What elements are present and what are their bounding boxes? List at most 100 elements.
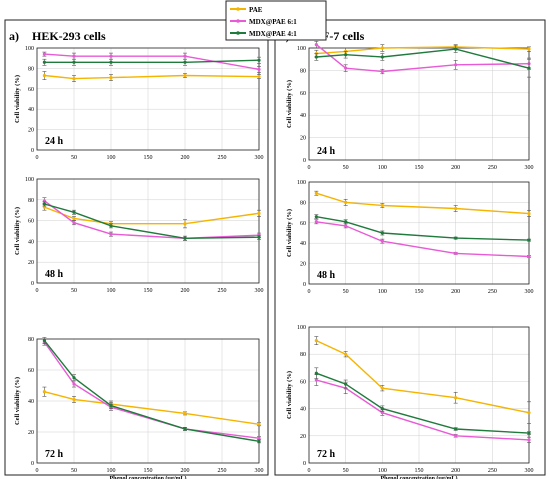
- x-tick-label: 100: [378, 165, 387, 171]
- y-tick-label: 0: [303, 282, 306, 288]
- x-tick-label: 0: [36, 468, 39, 474]
- legend-label-pae: PAE: [249, 6, 263, 14]
- data-point: [527, 238, 531, 242]
- x-axis-label: Phenol concentration (µg/mL): [109, 475, 186, 479]
- y-tick-label: 100: [297, 46, 306, 52]
- y-tick-label: 40: [28, 107, 34, 113]
- y-axis-label: Cell viability (%): [14, 377, 21, 425]
- data-point: [314, 55, 318, 59]
- data-point: [183, 411, 187, 415]
- y-tick-label: 40: [300, 241, 306, 247]
- data-point: [42, 390, 47, 394]
- timepoint-label: 24 h: [317, 146, 336, 157]
- y-tick-label: 80: [300, 68, 306, 74]
- x-tick-label: 250: [488, 468, 497, 474]
- data-point: [183, 54, 187, 58]
- data-point: [527, 66, 531, 70]
- data-point: [454, 396, 458, 400]
- data-point: [109, 54, 113, 58]
- data-point: [314, 43, 318, 47]
- y-tick-label: 20: [300, 136, 306, 142]
- data-point: [344, 220, 348, 224]
- x-tick-label: 200: [451, 468, 460, 474]
- x-tick-label: 50: [343, 289, 349, 295]
- data-point: [380, 231, 384, 235]
- series-line-3: [43, 340, 260, 442]
- y-tick-label: 20: [28, 128, 34, 134]
- series-line-1: [44, 206, 260, 225]
- y-axis-label: Cell viability (%): [286, 80, 293, 128]
- data-point: [380, 239, 384, 243]
- y-tick-label: 60: [300, 221, 306, 227]
- y-tick-label: 100: [297, 180, 306, 186]
- legend-label-mdx61: MDX@PAE 6:1: [249, 18, 297, 26]
- data-point: [257, 235, 261, 239]
- data-point: [72, 210, 76, 214]
- x-tick-label: 100: [107, 468, 116, 474]
- data-point: [109, 404, 113, 408]
- x-axis-label: Phenol concentration (µg/mL): [380, 475, 457, 479]
- x-tick-label: 50: [71, 468, 77, 474]
- data-point: [454, 206, 458, 211]
- x-tick-label: 200: [181, 155, 190, 161]
- x-tick-label: 150: [415, 289, 424, 295]
- x-tick-label: 300: [525, 468, 534, 474]
- series-line-1: [316, 339, 530, 414]
- y-tick-label: 40: [28, 399, 34, 405]
- data-point: [183, 222, 187, 226]
- data-point: [257, 211, 261, 215]
- data-point: [42, 202, 47, 206]
- data-point: [527, 47, 531, 51]
- data-point: [314, 378, 318, 382]
- y-tick-label: 20: [28, 260, 34, 266]
- x-tick-label: 50: [343, 468, 349, 474]
- x-tick-label: 100: [107, 155, 116, 161]
- data-point: [380, 55, 384, 59]
- data-point: [454, 236, 458, 240]
- plot-area-frame: [36, 338, 260, 464]
- y-tick-label: 0: [303, 461, 306, 467]
- x-tick-label: 250: [488, 289, 497, 295]
- x-tick-label: 250: [218, 468, 227, 474]
- x-tick-label: 200: [181, 468, 190, 474]
- data-point: [183, 60, 187, 64]
- y-axis-label: Cell viability (%): [14, 75, 21, 123]
- data-point: [344, 352, 348, 356]
- plot-area-frame: [36, 178, 260, 284]
- data-point: [109, 75, 113, 80]
- data-point: [183, 73, 187, 78]
- y-tick-label: 40: [300, 407, 306, 413]
- chart-hek-48h: 0 50 100 150 200 250 300 0 20 40 60 80 100 Cell viabi…: [14, 177, 264, 294]
- y-tick-label: 0: [31, 281, 34, 287]
- x-tick-label: 150: [144, 155, 153, 161]
- x-tick-label: 100: [107, 288, 116, 294]
- x-tick-label: 100: [378, 468, 387, 474]
- data-point: [344, 66, 348, 70]
- y-axis-label: Cell viability (%): [286, 209, 293, 257]
- y-tick-label: 40: [300, 113, 306, 119]
- panel-b-frame: [274, 19, 546, 476]
- series-line-1: [316, 192, 530, 215]
- timepoint-label: 48 h: [317, 270, 336, 281]
- data-point: [72, 376, 76, 380]
- data-point: [183, 236, 187, 240]
- y-axis-label: Cell viability (%): [286, 371, 293, 419]
- y-tick-label: 60: [28, 368, 34, 374]
- y-tick-label: 20: [300, 434, 306, 440]
- data-point: [183, 427, 187, 431]
- plot-area-frame: [308, 181, 530, 285]
- x-tick-label: 300: [255, 288, 264, 294]
- y-tick-label: 60: [28, 87, 34, 93]
- y-tick-label: 80: [28, 198, 34, 204]
- data-point: [257, 58, 261, 62]
- series-line-3: [316, 372, 530, 434]
- data-point: [314, 339, 318, 343]
- series-line-1: [44, 74, 260, 80]
- data-point: [454, 63, 458, 67]
- series-line-2: [43, 341, 260, 439]
- x-tick-label: 0: [308, 165, 311, 171]
- legend-label-mdx41: MDX@PAE 4:1: [249, 30, 297, 38]
- timepoint-label: 24 h: [45, 136, 64, 147]
- data-point: [454, 47, 458, 51]
- y-tick-label: 80: [28, 66, 34, 72]
